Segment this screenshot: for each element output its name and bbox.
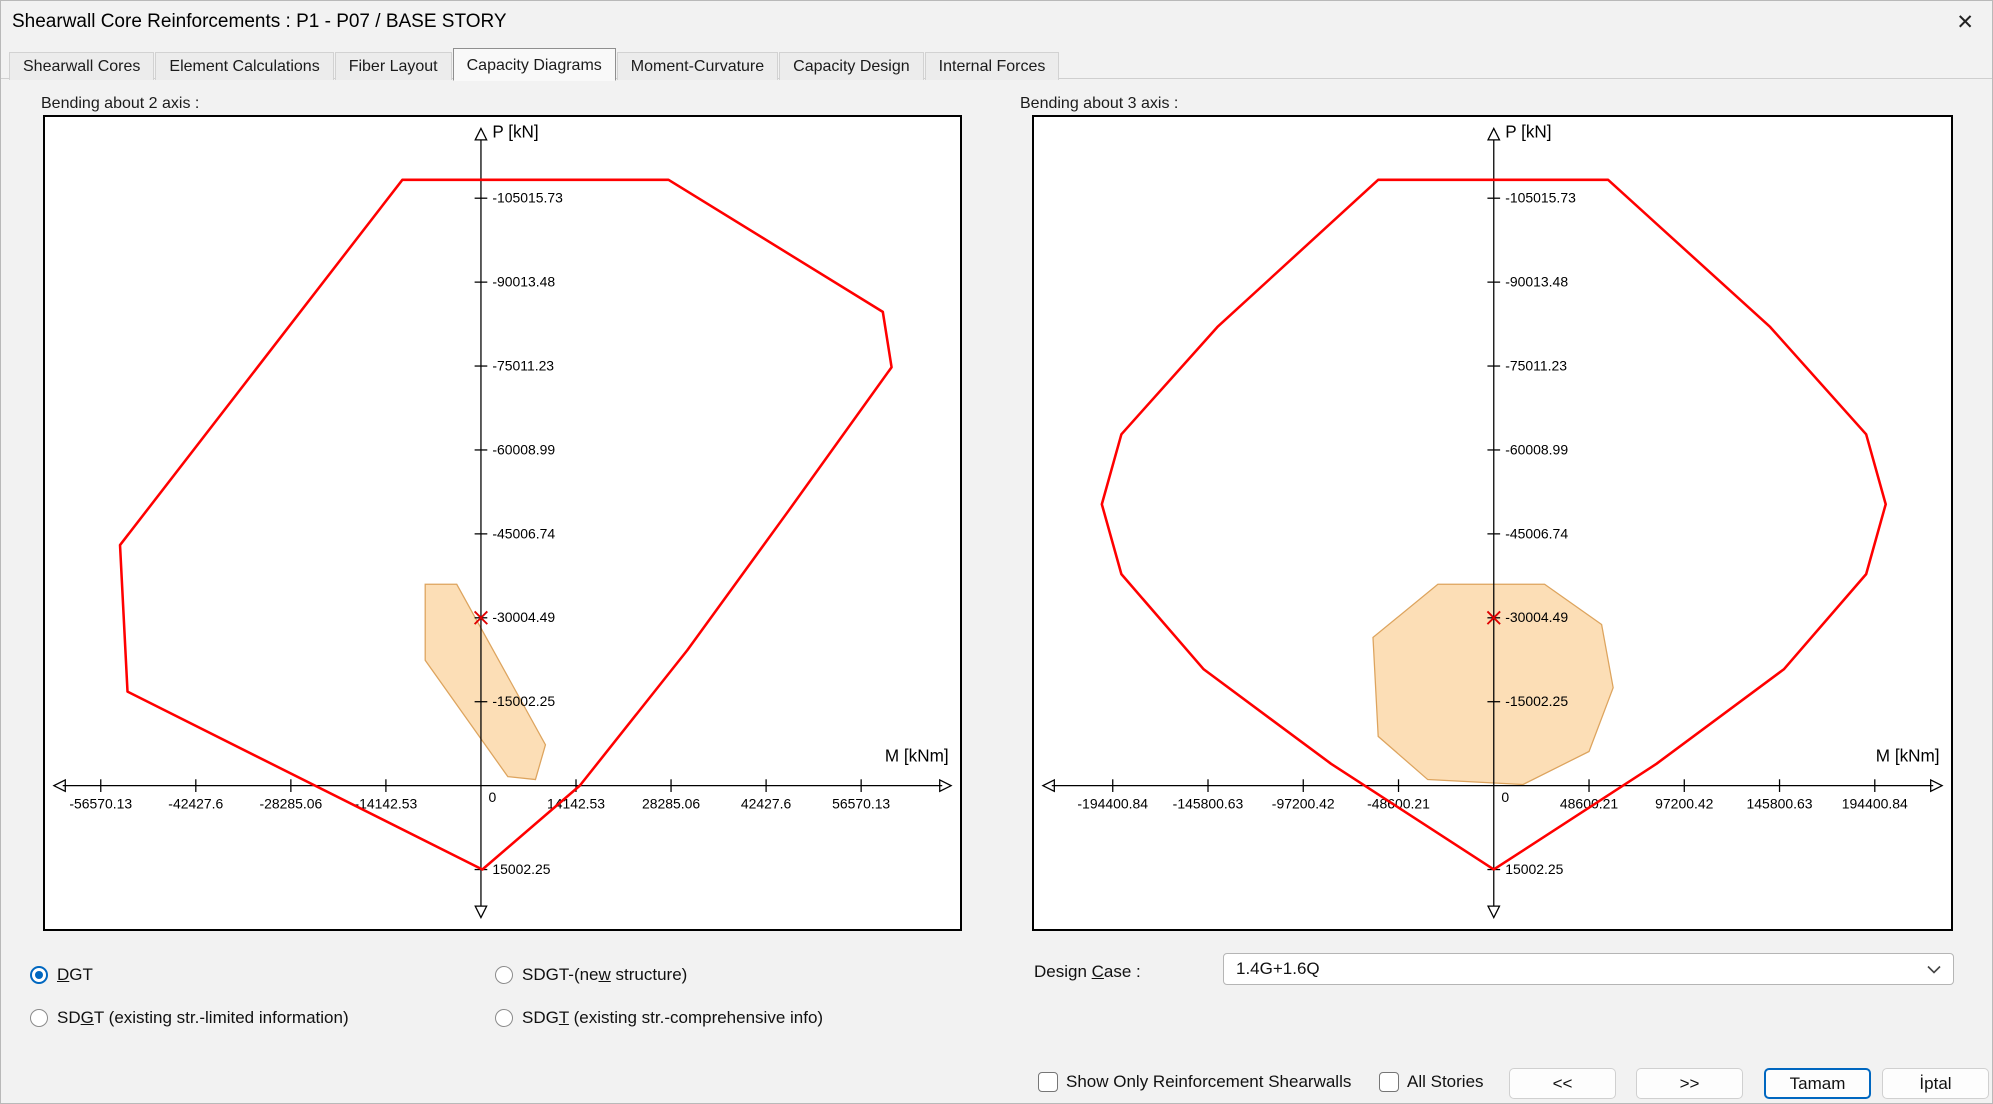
design-point-marker <box>1486 610 1501 625</box>
svg-text:-30004.49: -30004.49 <box>492 609 555 625</box>
tab-capacity-diagrams[interactable]: Capacity Diagrams <box>452 48 616 81</box>
svg-text:-90013.48: -90013.48 <box>492 274 555 290</box>
show-only-label: Show Only Reinforcement Shearwalls <box>1066 1072 1352 1091</box>
svg-text:-15002.25: -15002.25 <box>1505 693 1568 709</box>
tab-shearwall-cores[interactable]: Shearwall Cores <box>9 52 155 80</box>
radio-sdgt-limited-info[interactable]: SDGT (existing str.-limited information) <box>30 1008 349 1028</box>
svg-text:-45006.74: -45006.74 <box>492 525 555 541</box>
svg-text:-60008.99: -60008.99 <box>492 441 555 457</box>
svg-text:-75011.23: -75011.23 <box>492 357 554 373</box>
next-button[interactable]: >> <box>1636 1068 1743 1099</box>
checkbox-all-stories[interactable]: All Stories <box>1379 1072 1484 1092</box>
chart-bending-2: P [kN] M [kNm] -105015.73 -90013.48 -75011.2… <box>43 115 962 931</box>
design-point-marker <box>473 610 488 625</box>
tab-strip: Shearwall Cores Element Calculations Fib… <box>9 47 1060 81</box>
tab-internal-forces[interactable]: Internal Forces <box>924 52 1060 80</box>
svg-text:28285.06: 28285.06 <box>642 795 700 811</box>
svg-text:-48600.21: -48600.21 <box>1367 795 1430 811</box>
ok-button[interactable]: Tamam <box>1764 1068 1871 1099</box>
svg-text:-145800.63: -145800.63 <box>1173 795 1244 811</box>
svg-text:-30004.49: -30004.49 <box>1505 609 1568 625</box>
svg-text:-90013.48: -90013.48 <box>1505 274 1568 290</box>
checkbox-show-only-reinforcement-shearwalls[interactable]: Show Only Reinforcement Shearwalls <box>1038 1072 1351 1092</box>
window-title: Shearwall Core Reinforcements : P1 - P07… <box>12 11 507 32</box>
pm-diagram-2-axis: P [kN] M [kNm] -105015.73 -90013.48 -75011.2… <box>52 122 953 919</box>
checkbox-icon[interactable] <box>1379 1072 1399 1092</box>
svg-text:-15002.25: -15002.25 <box>492 693 555 709</box>
svg-text:-28285.06: -28285.06 <box>259 795 322 811</box>
design-case-select[interactable]: 1.4G+1.6Q <box>1223 953 1954 985</box>
svg-text:48600.21: 48600.21 <box>1560 795 1618 811</box>
design-case-value: 1.4G+1.6Q <box>1236 959 1320 978</box>
svg-text:-56570.13: -56570.13 <box>69 795 132 811</box>
radio-sdgt-comprehensive-info[interactable]: SDGT (existing str.-comprehensive info) <box>495 1008 823 1028</box>
checkbox-icon[interactable] <box>1038 1072 1058 1092</box>
svg-text:-194400.84: -194400.84 <box>1077 795 1148 811</box>
svg-text:M [kNm]: M [kNm] <box>1876 746 1940 766</box>
svg-text:0: 0 <box>489 789 497 805</box>
tab-fiber-layout[interactable]: Fiber Layout <box>334 52 452 80</box>
svg-text:-105015.73: -105015.73 <box>492 190 563 206</box>
tab-element-calculations[interactable]: Element Calculations <box>155 52 334 80</box>
svg-text:-45006.74: -45006.74 <box>1505 525 1568 541</box>
title-bar: Shearwall Core Reinforcements : P1 - P07… <box>1 1 1992 45</box>
chart-3-title: Bending about 3 axis : <box>1020 95 1179 112</box>
capacity-envelope <box>118 178 893 871</box>
chart-bending-3: P [kN] M [kNm] -105015.73 -90013.48 -75011.2… <box>1032 115 1953 931</box>
svg-text:0: 0 <box>1501 789 1509 805</box>
all-stories-label: All Stories <box>1407 1072 1484 1091</box>
chevron-down-icon <box>1927 965 1941 974</box>
radio-sdgt-comprehensive-label: SDGT (existing str.-comprehensive info) <box>522 1008 824 1027</box>
radio-dgt-label: DGT <box>57 965 93 984</box>
svg-text:42427.6: 42427.6 <box>741 795 792 811</box>
tab-moment-curvature[interactable]: Moment-Curvature <box>616 52 779 80</box>
radio-button-icon[interactable] <box>30 966 48 984</box>
svg-text:97200.42: 97200.42 <box>1655 795 1713 811</box>
radio-sdgt-limited-label: SDGT (existing str.-limited information) <box>57 1008 349 1027</box>
svg-text:-60008.99: -60008.99 <box>1505 441 1568 457</box>
svg-text:P [kN]: P [kN] <box>492 122 538 141</box>
svg-text:15002.25: 15002.25 <box>1505 861 1563 877</box>
chart-2-title: Bending about 2 axis : <box>41 95 200 112</box>
demand-region <box>1372 583 1614 786</box>
pm-diagram-3-axis: P [kN] M [kNm] -105015.73 -90013.48 -75011.2… <box>1041 121 1944 919</box>
previous-button[interactable]: << <box>1509 1068 1616 1099</box>
capacity-envelope <box>1100 178 1887 871</box>
svg-text:-105015.73: -105015.73 <box>1505 190 1576 206</box>
radio-dgt[interactable]: DGT <box>30 965 93 985</box>
radio-sdgt-new-label: SDGT-(new structure) <box>522 965 688 984</box>
svg-text:194400.84: 194400.84 <box>1842 795 1908 811</box>
design-case-label: Design Case : <box>1034 962 1141 981</box>
svg-text:-97200.42: -97200.42 <box>1272 795 1335 811</box>
svg-text:14142.53: 14142.53 <box>547 795 605 811</box>
svg-text:M [kNm]: M [kNm] <box>885 747 949 766</box>
svg-text:145800.63: 145800.63 <box>1747 795 1813 811</box>
radio-button-icon[interactable] <box>495 966 513 984</box>
svg-text:15002.25: 15002.25 <box>492 861 550 877</box>
radio-button-icon[interactable] <box>495 1009 513 1027</box>
svg-text:-14142.53: -14142.53 <box>355 795 418 811</box>
close-icon[interactable]: ✕ <box>1956 11 1974 34</box>
demand-region <box>424 583 547 781</box>
svg-text:-75011.23: -75011.23 <box>1505 357 1567 373</box>
radio-sdgt-new-structure[interactable]: SDGT-(new structure) <box>495 965 687 985</box>
tab-capacity-design[interactable]: Capacity Design <box>779 52 924 80</box>
svg-text:56570.13: 56570.13 <box>832 795 890 811</box>
svg-text:P [kN]: P [kN] <box>1505 121 1551 141</box>
svg-text:-42427.6: -42427.6 <box>168 795 223 811</box>
radio-button-icon[interactable] <box>30 1009 48 1027</box>
cancel-button[interactable]: İptal <box>1882 1068 1989 1099</box>
